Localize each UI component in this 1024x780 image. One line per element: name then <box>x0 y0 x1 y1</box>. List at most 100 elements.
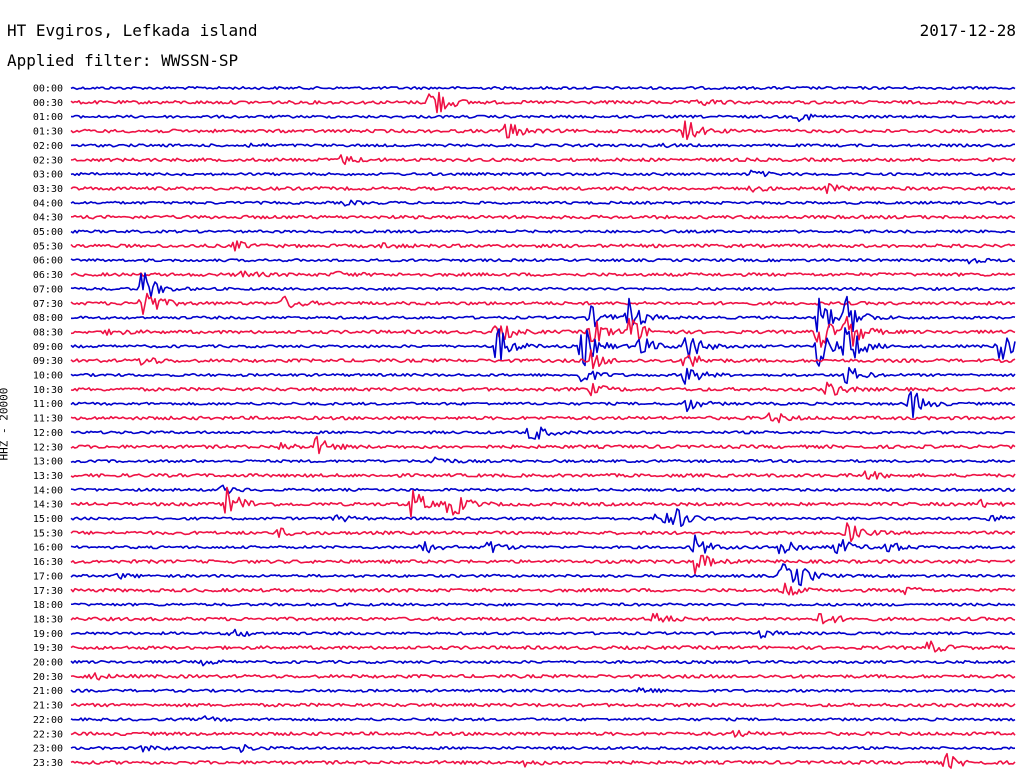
trace-waveform <box>70 628 1016 639</box>
trace-waveform <box>70 327 1016 367</box>
trace-time-label: 02:30 <box>33 155 63 166</box>
trace-time-label: 23:30 <box>33 758 63 769</box>
trace-waveform <box>70 412 1016 424</box>
trace-time-label: 12:30 <box>33 442 63 453</box>
trace-waveform <box>70 672 1016 681</box>
trace-waveform <box>70 729 1016 738</box>
trace-time-label: 15:30 <box>33 528 63 539</box>
trace-waveform <box>70 534 1016 555</box>
trace-time-label: 08:30 <box>33 327 63 338</box>
trace-waveform <box>70 659 1016 667</box>
trace-time-label: 10:30 <box>33 385 63 396</box>
trace-waveform <box>70 508 1016 528</box>
trace-waveform <box>70 435 1016 455</box>
trace-time-label: 00:30 <box>33 98 63 109</box>
date-label: 2017-12-28 <box>919 21 1016 40</box>
trace-time-label: 00:00 <box>33 84 63 95</box>
trace-waveform <box>70 229 1016 234</box>
trace-time-label: 16:00 <box>33 543 63 554</box>
trace-time-label: 14:00 <box>33 485 63 496</box>
filter-label: Applied filter: WWSSN-SP <box>7 51 239 70</box>
trace-waveform <box>70 702 1016 708</box>
trace-time-label: 13:00 <box>33 457 63 468</box>
trace-waveform <box>70 154 1016 166</box>
trace-waveform <box>70 640 1016 653</box>
trace-time-label: 16:30 <box>33 557 63 568</box>
trace-waveform <box>70 349 1016 370</box>
trace-waveform <box>70 602 1016 607</box>
trace-time-label: 19:00 <box>33 629 63 640</box>
trace-waveform <box>70 484 1016 495</box>
trace-waveform <box>70 426 1016 440</box>
trace-time-label: 04:00 <box>33 198 63 209</box>
trace-waveform <box>70 456 1016 464</box>
trace-waveform <box>70 315 1016 348</box>
trace-waveform <box>70 270 1016 278</box>
trace-waveform <box>70 182 1016 195</box>
trace-time-label: 18:30 <box>33 614 63 625</box>
trace-time-label: 22:30 <box>33 729 63 740</box>
trace-time-label: 17:30 <box>33 586 63 597</box>
trace-time-label: 09:30 <box>33 356 63 367</box>
trace-waveform <box>70 113 1016 123</box>
trace-waveform <box>70 169 1016 178</box>
trace-waveform <box>70 214 1016 220</box>
trace-waveform <box>70 391 1016 419</box>
trace-waveform <box>70 563 1016 587</box>
trace-waveform <box>70 257 1016 265</box>
trace-waveform <box>70 85 1016 91</box>
trace-time-label: 06:00 <box>33 256 63 267</box>
trace-waveform <box>70 582 1016 596</box>
trace-time-label: 10:00 <box>33 371 63 382</box>
trace-time-label: 01:30 <box>33 127 63 138</box>
trace-waveform <box>70 272 1016 298</box>
trace-time-label: 17:00 <box>33 571 63 582</box>
trace-time-label: 20:30 <box>33 672 63 683</box>
trace-waveform <box>70 486 1016 518</box>
trace-time-label: 11:00 <box>33 399 63 410</box>
trace-time-label: 20:00 <box>33 658 63 669</box>
trace-waveform <box>70 752 1016 769</box>
trace-waveform <box>70 522 1016 543</box>
trace-waveform <box>70 686 1016 694</box>
trace-waveform <box>70 381 1016 397</box>
trace-time-label: 09:00 <box>33 342 63 353</box>
trace-time-label: 19:30 <box>33 643 63 654</box>
trace-time-label: 21:00 <box>33 686 63 697</box>
trace-waveform <box>70 612 1016 625</box>
trace-waveform <box>70 120 1016 141</box>
trace-time-label: 05:30 <box>33 241 63 252</box>
trace-waveform <box>70 91 1016 114</box>
trace-time-label: 04:30 <box>33 213 63 224</box>
trace-time-label: 18:00 <box>33 600 63 611</box>
trace-waveform <box>70 199 1016 207</box>
trace-waveform <box>70 715 1016 722</box>
trace-waveform <box>70 240 1016 252</box>
trace-time-label: 23:00 <box>33 744 63 755</box>
trace-waveform <box>70 470 1016 480</box>
trace-time-label: 03:00 <box>33 170 63 181</box>
trace-waveform <box>70 142 1016 149</box>
trace-time-label: 05:00 <box>33 227 63 238</box>
trace-time-label: 06:30 <box>33 270 63 281</box>
trace-waveform <box>71 295 1016 333</box>
trace-time-label: 07:00 <box>33 284 63 295</box>
trace-time-label: 03:30 <box>33 184 63 195</box>
trace-time-label: 14:30 <box>33 500 63 511</box>
trace-time-label: 01:00 <box>33 112 63 123</box>
trace-time-label: 13:30 <box>33 471 63 482</box>
trace-waveform <box>70 743 1016 753</box>
trace-time-label: 08:00 <box>33 313 63 324</box>
trace-time-label: 02:00 <box>33 141 63 152</box>
trace-time-label: 12:00 <box>33 428 63 439</box>
trace-time-label: 15:00 <box>33 514 63 525</box>
station-title: HT Evgiros, Lefkada island <box>7 21 258 40</box>
trace-time-label: 11:30 <box>33 414 63 425</box>
trace-time-label: 22:00 <box>33 715 63 726</box>
trace-time-label: 21:30 <box>33 701 63 712</box>
trace-waveform <box>70 292 1016 315</box>
trace-time-label: 07:30 <box>33 299 63 310</box>
trace-waveform <box>70 366 1016 385</box>
trace-waveform <box>70 554 1016 575</box>
